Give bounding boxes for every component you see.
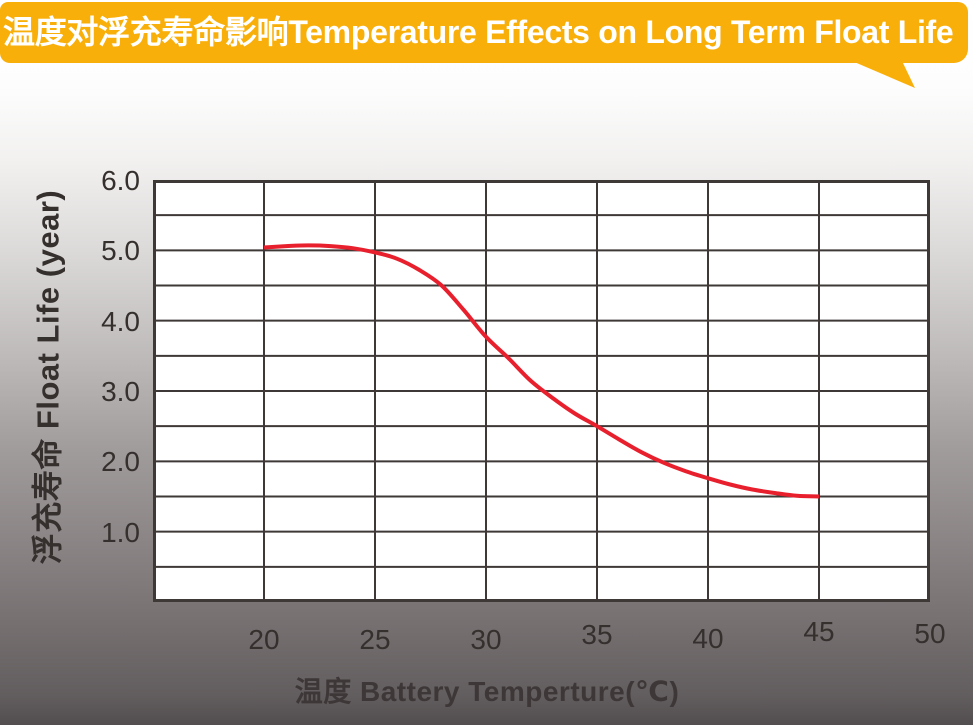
x-tick-label: 30: [470, 624, 502, 655]
plot-area: [153, 180, 930, 602]
float-life-vs-temperature-curve: [263, 243, 820, 499]
banner-tail-shape: [852, 61, 915, 88]
x-tick-label: 50: [914, 618, 946, 649]
page-title-en: Temperature Effects on Long Term Float L…: [288, 14, 954, 50]
x-tick-label: 20: [248, 624, 280, 655]
page-title: 温度对浮充寿命影响Temperature Effects on Long Ter…: [0, 2, 968, 63]
plot-border: [153, 180, 930, 602]
y-tick-label: 4.0: [101, 305, 140, 337]
y-tick-label: 5.0: [101, 235, 140, 267]
page-title-zh: 温度对浮充寿命影响: [3, 14, 289, 50]
y-tick-label: 3.0: [101, 376, 140, 407]
title-banner: 温度对浮充寿命影响Temperature Effects on Long Ter…: [0, 2, 968, 63]
y-tick-label: 6.0: [101, 165, 140, 196]
y-tick-label: 2.0: [101, 446, 140, 478]
x-tick-label: 25: [359, 624, 391, 655]
x-tick-label: 45: [803, 616, 835, 647]
x-tick-label: 40: [692, 623, 724, 654]
chart-canvas: [153, 180, 930, 602]
x-axis-title: 温度 Battery Temperture(℃): [294, 676, 680, 707]
y-tick-label: 1.0: [101, 516, 140, 548]
x-tick-label: 35: [581, 619, 613, 650]
